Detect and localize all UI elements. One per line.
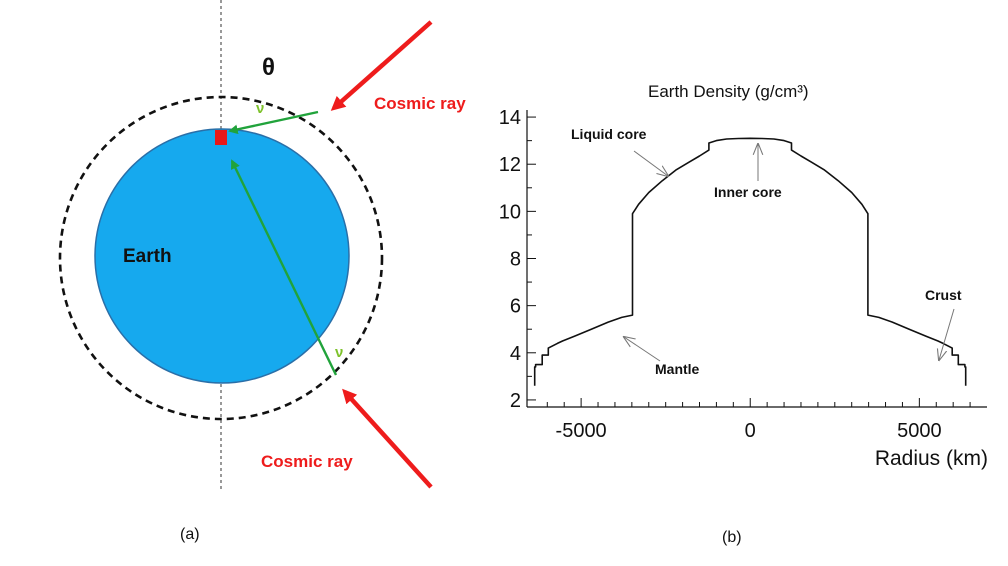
y-tick-label: 4 <box>510 343 521 365</box>
x-axis-label: Radius (km) <box>875 447 988 470</box>
annotation-liquid-core-arrow <box>633 150 668 176</box>
density-profile-line <box>533 137 967 386</box>
y-tick-label: 14 <box>499 107 521 129</box>
annotation-crust-arrow <box>939 308 955 360</box>
detector-square <box>215 130 227 145</box>
annotation-liquid-core: Liquid core <box>571 126 647 142</box>
panel-a: Earth ν ν Cosmic ray Cosmic ray θ (a) <box>58 0 466 543</box>
y-axis: 2 4 6 8 10 12 14 <box>499 107 536 412</box>
x-tick-label: 5000 <box>897 420 942 442</box>
caption-b: (b) <box>722 529 742 546</box>
neutrino-label-top: ν <box>256 100 264 117</box>
caption-a: (a) <box>180 526 200 543</box>
y-tick-label: 8 <box>510 249 521 271</box>
earth-label: Earth <box>123 246 172 267</box>
chart-title: Earth Density (g/cm³) <box>648 82 809 101</box>
panel-b: Earth Density (g/cm³) 2 4 6 8 10 12 14 -5000 0 5… <box>499 82 988 546</box>
x-tick-label: -5000 <box>556 420 607 442</box>
y-tick-label: 10 <box>499 201 521 223</box>
zenith-angle-label: θ <box>262 54 275 81</box>
annotation-crust: Crust <box>925 287 962 303</box>
cosmic-ray-label-top: Cosmic ray <box>374 94 466 113</box>
x-axis: -5000 0 5000 <box>546 398 971 442</box>
y-tick-label: 12 <box>499 154 521 176</box>
annotation-mantle-arrow <box>624 337 661 362</box>
y-tick-label: 2 <box>510 390 521 412</box>
atmosphere-circle <box>58 95 384 421</box>
x-tick-label: 0 <box>745 420 756 442</box>
cosmic-ray-label-bottom: Cosmic ray <box>261 452 353 471</box>
neutrino-path-bottom <box>230 159 338 376</box>
cosmic-ray-arrow-top <box>330 20 433 111</box>
neutrino-label-bottom: ν <box>335 344 343 361</box>
cosmic-ray-arrow-bottom <box>342 388 433 489</box>
annotation-mantle: Mantle <box>655 361 700 377</box>
annotation-inner-core: Inner core <box>714 184 782 200</box>
earth-disc <box>94 128 350 384</box>
y-tick-label: 6 <box>510 296 521 318</box>
neutrino-path-top <box>228 110 319 135</box>
